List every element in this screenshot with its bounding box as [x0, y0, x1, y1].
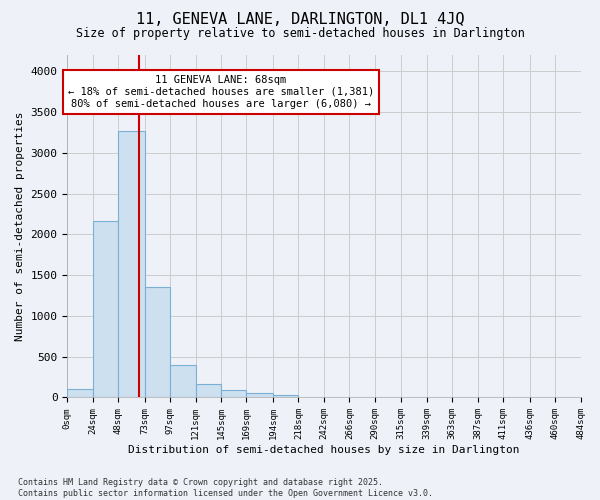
Text: 11, GENEVA LANE, DARLINGTON, DL1 4JQ: 11, GENEVA LANE, DARLINGTON, DL1 4JQ	[136, 12, 464, 28]
Y-axis label: Number of semi-detached properties: Number of semi-detached properties	[15, 112, 25, 341]
Bar	[247, 393, 273, 398]
Bar	[67, 390, 93, 398]
Bar	[221, 390, 247, 398]
Bar	[145, 288, 170, 398]
Text: Contains HM Land Registry data © Crown copyright and database right 2025.
Contai: Contains HM Land Registry data © Crown c…	[18, 478, 433, 498]
X-axis label: Distribution of semi-detached houses by size in Darlington: Distribution of semi-detached houses by …	[128, 445, 520, 455]
Bar	[93, 220, 118, 398]
Bar	[170, 365, 196, 398]
Bar	[273, 394, 298, 398]
Text: Size of property relative to semi-detached houses in Darlington: Size of property relative to semi-detach…	[76, 28, 524, 40]
Text: 11 GENEVA LANE: 68sqm
← 18% of semi-detached houses are smaller (1,381)
80% of s: 11 GENEVA LANE: 68sqm ← 18% of semi-deta…	[68, 76, 374, 108]
Bar	[196, 384, 221, 398]
Bar	[118, 131, 145, 398]
